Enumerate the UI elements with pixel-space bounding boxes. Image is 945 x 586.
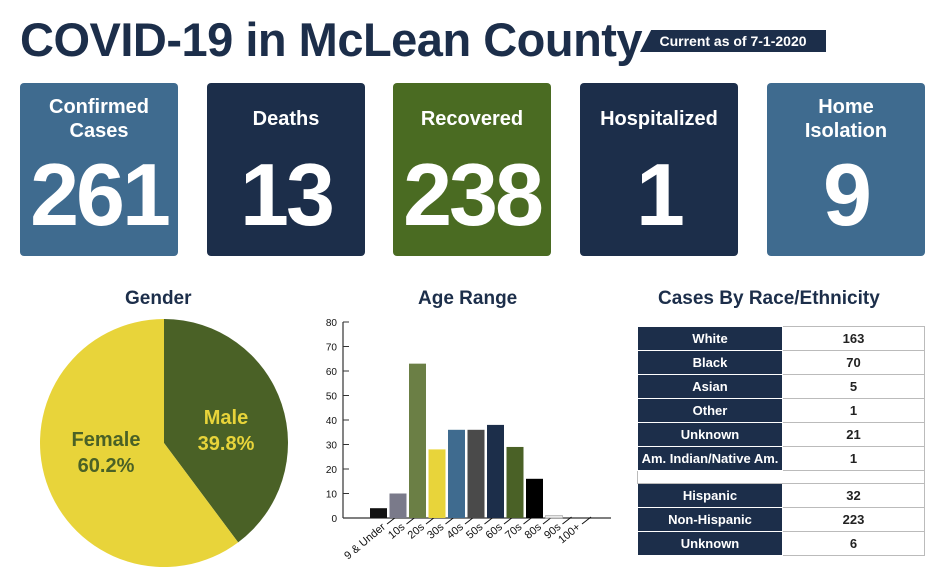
x-tick-label: 30s (425, 521, 447, 542)
race-count: 5 (782, 374, 925, 399)
race-label: Asian (637, 374, 783, 399)
pie-percent: 60.2% (78, 455, 135, 477)
x-tick (581, 516, 592, 525)
race-label: Am. Indian/Native Am. (637, 446, 783, 471)
y-tick-label: 0 (331, 514, 337, 525)
bar (487, 424, 504, 518)
stat-label: Home Isolation (804, 96, 888, 142)
race-count: 32 (782, 483, 925, 508)
stat-label: Confirmed Cases (49, 96, 149, 142)
race-count: 163 (782, 326, 925, 351)
table-row: White 163 (637, 326, 925, 351)
stat-card: Home Isolation 9 (767, 83, 925, 256)
spacer-row (637, 470, 925, 484)
x-tick-label: 40s (445, 521, 467, 542)
bar (389, 493, 407, 518)
bar (526, 478, 543, 518)
x-tick-label: 20s (406, 521, 428, 542)
race-label: White (637, 326, 783, 351)
race-label: Hispanic (637, 483, 783, 508)
x-tick-label: 80s (523, 521, 545, 542)
stat-value: 13 (240, 145, 335, 244)
race-count: 223 (782, 507, 925, 532)
x-tick (464, 516, 475, 525)
x-tick (503, 516, 514, 525)
x-tick (523, 516, 533, 525)
x-tick (484, 516, 494, 525)
gender-title: Gender (125, 288, 192, 309)
gender-pie-chart: Male 39.8% Female 60.2% (39, 319, 288, 567)
y-tick-label: 80 (326, 318, 338, 329)
bar (506, 446, 524, 518)
y-tick-label: 70 (326, 343, 338, 354)
stat-value: 1 (636, 145, 685, 244)
pie-percent: 39.8% (198, 433, 255, 455)
age-range-title: Age Range (418, 288, 518, 309)
stat-card: Recovered 238 (393, 83, 551, 256)
race-count: 70 (782, 350, 925, 375)
stat-label: Recovered (420, 108, 524, 130)
bar (448, 429, 465, 518)
y-tick-label: 60 (326, 367, 338, 378)
stat-card: Hospitalized 1 (580, 83, 738, 256)
stat-label: Hospitalized (600, 108, 718, 130)
x-tick-label: 60s (484, 521, 506, 542)
race-count: 6 (782, 531, 925, 556)
race-label: Unknown (637, 422, 783, 447)
y-tick-label: 10 (326, 490, 338, 501)
x-tick-label: 9 & Under (342, 521, 388, 562)
x-tick-label: 10s (386, 521, 408, 542)
pie-label: Male (204, 407, 248, 429)
stat-value: 238 (403, 145, 544, 244)
y-tick-label: 20 (326, 465, 338, 476)
age-bar-chart: 0 10 20 30 40 50 60 70 80 9 & Under10s20s30s40s50… (326, 318, 611, 562)
x-tick (425, 516, 436, 525)
table-row: Hispanic 32 (637, 483, 925, 508)
bar (467, 429, 485, 518)
page-title: COVID-19 in McLean County (20, 13, 643, 66)
x-tick (406, 516, 416, 525)
stat-label: Deaths (252, 108, 320, 130)
race-label: Non-Hispanic (637, 507, 783, 532)
race-table: White 163 Black 70 Asian 5 Other 1 Unknown 21 Am. … (637, 326, 925, 556)
bar (545, 515, 563, 519)
x-tick-label: 50s (464, 521, 486, 542)
stat-card: Confirmed Cases 261 (20, 83, 178, 256)
x-tick (562, 516, 572, 525)
bar (428, 449, 446, 518)
x-tick (445, 516, 455, 525)
race-label: Other (637, 398, 783, 423)
x-tick-label: 100+ (556, 521, 583, 546)
race-count: 21 (782, 422, 925, 447)
bar (409, 363, 426, 518)
bar (370, 508, 387, 518)
stat-value: 9 (823, 145, 872, 244)
y-tick-label: 50 (326, 392, 338, 403)
table-row: Asian 5 (637, 374, 925, 399)
race-label: Black (637, 350, 783, 375)
y-tick-label: 30 (326, 441, 338, 452)
as-of-banner: Current as of 7-1-2020 (640, 30, 826, 52)
table-row: Other 1 (637, 398, 925, 423)
race-count: 1 (782, 446, 925, 471)
table-row: Unknown 6 (637, 531, 925, 556)
stat-card: Deaths 13 (207, 83, 365, 256)
x-tick (386, 516, 397, 525)
x-tick-label: 70s (503, 521, 525, 542)
pie-slice-male (164, 319, 288, 543)
table-row: Unknown 21 (637, 422, 925, 447)
stat-value: 261 (30, 145, 171, 244)
table-row: Am. Indian/Native Am. 1 (637, 446, 925, 471)
table-row: Black 70 (637, 350, 925, 375)
y-tick-label: 40 (326, 416, 338, 427)
table-row: Non-Hispanic 223 (637, 507, 925, 532)
pie-label: Female (72, 429, 141, 451)
pie-slice-female (39, 319, 239, 567)
race-label: Unknown (637, 531, 783, 556)
race-count: 1 (782, 398, 925, 423)
race-title: Cases By Race/Ethnicity (658, 288, 880, 309)
